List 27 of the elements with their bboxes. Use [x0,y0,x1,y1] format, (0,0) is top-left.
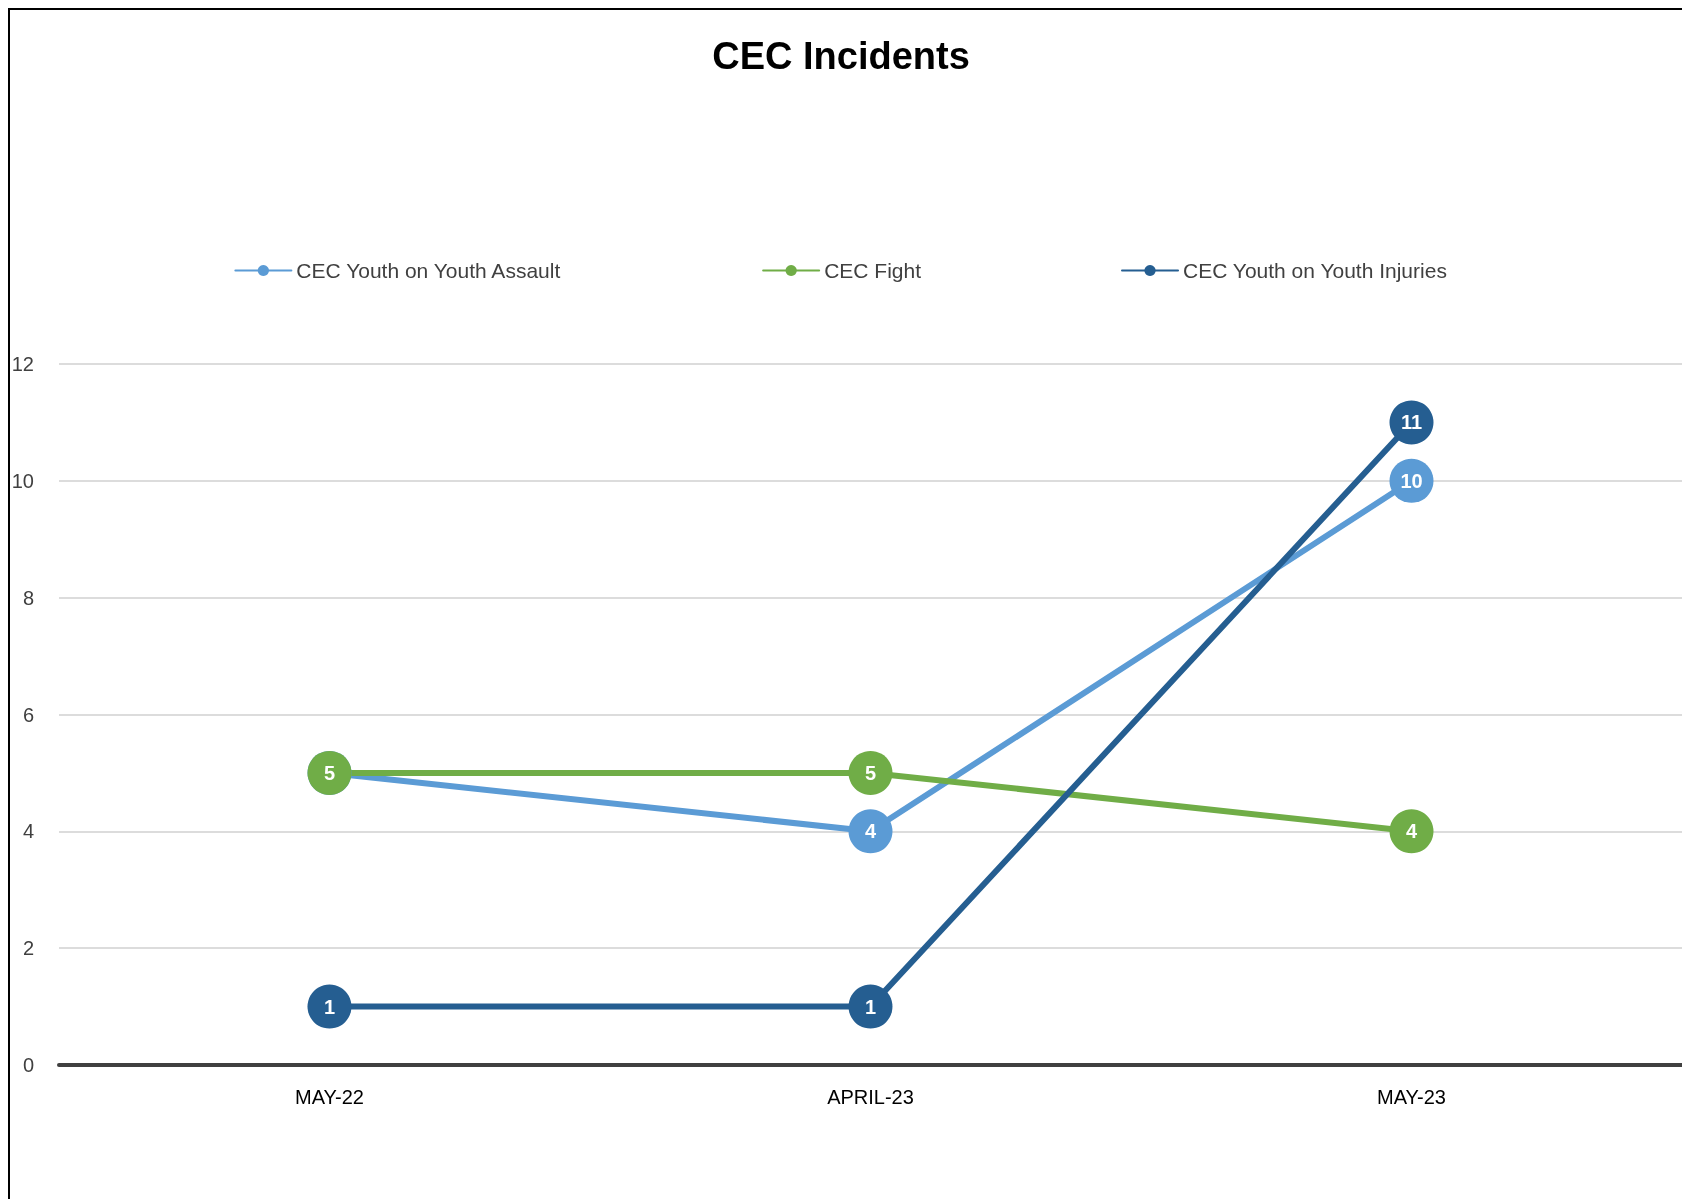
y-tick-label: 4 [22,820,34,843]
data-label: 11 [1400,411,1423,434]
x-tick-label: MAY-23 [1377,1086,1446,1108]
legend-label: CEC Fight [824,259,922,282]
y-tick-label: 2 [22,937,34,960]
point [848,809,893,854]
point [307,984,352,1029]
data-label: 1 [864,995,877,1018]
y-tick-label: 0 [22,1054,34,1076]
x-tick-label: APRIL-23 [827,1086,914,1108]
data-label: 1 [323,995,336,1018]
x-tick-label: MAY-22 [295,1086,364,1108]
data-label: 5 [323,761,336,784]
point [1389,809,1434,854]
data-label: 10 [1400,469,1423,492]
y-tick-label: 8 [22,586,34,609]
y-tick-label: 6 [22,703,34,726]
data-label: 4 [1405,820,1418,843]
legend-label: CEC Youth on Youth Injuries [1183,259,1447,282]
point [848,750,893,795]
y-tick-label: 12 [11,353,34,375]
legend-label: CEC Youth on Youth Assault [296,259,561,282]
point [848,984,893,1029]
y-tick-label: 10 [11,469,34,492]
data-label: 5 [864,761,877,784]
data-label: 4 [864,820,877,843]
chart-title: CEC Incidents [712,35,970,77]
